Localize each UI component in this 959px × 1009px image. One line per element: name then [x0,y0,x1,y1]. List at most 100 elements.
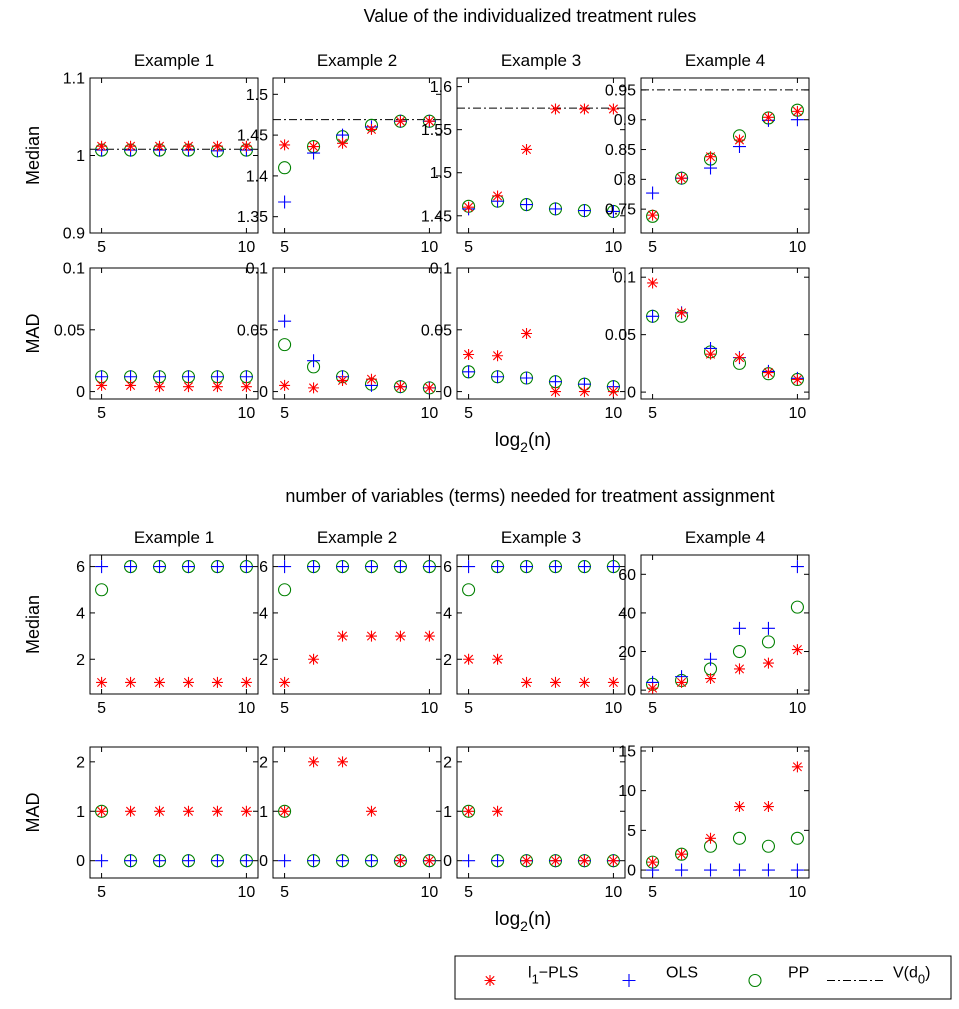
axes-box [89,746,259,879]
panel-s2-r1-c2: Example 2 5 10 2 4 6 [259,528,442,717]
x-tick-label: 10 [421,405,439,422]
point-l1-pls [521,855,533,867]
legend-marker-pp [748,973,762,988]
x-tick-label: 10 [421,884,439,901]
axes-box [640,77,810,234]
xlabel-tail: (n) [528,430,551,451]
axes-box [89,267,259,400]
x-tick-label: 5 [464,700,473,717]
y-tick-label: 0.1 [430,261,452,278]
legend-label-main: l [528,965,532,982]
x-tick-label: 5 [648,239,657,256]
point-l1-pls [549,103,561,115]
point-l1-pls [549,676,561,688]
point-l1-pls [337,374,349,386]
y-tick-label: 40 [618,605,636,622]
legend-item-ols: OLS [622,965,698,987]
panel-title: Example 1 [134,528,214,547]
legend-label-sub: 1 [532,972,539,987]
x-tick-label: 10 [238,700,256,717]
y-tick-label: 0.9 [63,226,85,243]
x-tick-label: 5 [648,884,657,901]
point-ols [364,854,378,868]
point-ols [520,198,534,212]
x-tick-label: 10 [605,700,623,717]
y-tick-label: 1.5 [430,165,452,182]
point-ols [181,560,195,574]
point-l1-pls [578,103,590,115]
y-tick-label: 1.5 [246,87,268,104]
panel-title: Example 3 [501,51,581,70]
y-tick-label: 0.1 [246,261,268,278]
panel-s2-r2-c2: 5 10 0 1 2 [259,746,442,901]
x-tick-label: 5 [464,884,473,901]
x-tick-label: 5 [97,700,106,717]
legend-label-tail: ) [925,965,930,982]
point-l1-pls [279,676,291,688]
y-tick-label: 1 [443,804,452,821]
point-ols [761,621,775,635]
y-tick-label: 0 [76,384,85,401]
point-ols [790,863,804,877]
point-l1-pls [578,386,590,398]
y-tick-label: 10 [618,783,636,800]
point-l1-pls [521,143,533,155]
point-l1-pls [308,756,320,768]
point-ols [153,560,167,574]
point-l1-pls [423,382,435,394]
point-ols [364,560,378,574]
y-tick-label: 0.8 [614,172,636,189]
x-tick-label: 5 [280,700,289,717]
point-pp [790,831,804,845]
y-tick-label: 0.05 [54,322,85,339]
y-tick-label: 6 [259,559,268,576]
panel-s2-r2-c1: 5 10 0 1 2 [76,746,259,901]
point-ols [239,560,253,574]
x-tick-label: 10 [421,700,439,717]
point-ols [278,854,292,868]
legend-item-l1-pls: l1−PLS [484,965,578,987]
point-ols [124,854,138,868]
point-ols [646,309,660,323]
y-tick-label: 0.1 [63,261,85,278]
legend-label-tail: −PLS [539,965,579,982]
panel-title: Example 1 [134,51,214,70]
point-pp [732,831,747,845]
ylabel-median: Median [23,126,43,185]
y-tick-label: 1.55 [421,122,452,139]
point-ols [278,195,292,209]
panel-s2-r1-c3: Example 3 5 10 2 4 6 [443,528,626,717]
point-l1-pls [521,676,533,688]
x-tick-label: 10 [789,405,807,422]
point-ols [606,204,620,218]
point-ols [491,854,505,868]
y-tick-label: 0.85 [605,142,636,159]
point-l1-pls [279,139,291,151]
x-tick-label: 10 [421,239,439,256]
y-tick-label: 1.4 [246,168,268,185]
panel-title: Example 4 [685,51,765,70]
point-l1-pls [791,761,803,773]
point-pp [732,644,747,659]
y-tick-label: 1.1 [63,71,85,88]
point-ols [548,202,562,216]
point-ols [95,854,109,868]
point-l1-pls [182,676,194,688]
point-l1-pls [423,115,435,127]
y-tick-label: 0 [627,683,636,700]
point-l1-pls [647,209,659,221]
xlabel-main: log [495,430,520,451]
axes-box [272,554,442,695]
x-tick-label: 10 [238,239,256,256]
point-ols [278,560,292,574]
point-ols [704,863,718,877]
x-tick-label: 10 [605,405,623,422]
point-l1-pls [676,307,688,319]
point-l1-pls [308,653,320,665]
point-l1-pls [705,832,717,844]
panel-title: Example 2 [317,528,397,547]
panel-s2-r1-c1: Example 1 5 10 2 4 6 [76,528,259,717]
legend-label: l1−PLS [528,965,578,987]
point-pp [278,583,292,597]
